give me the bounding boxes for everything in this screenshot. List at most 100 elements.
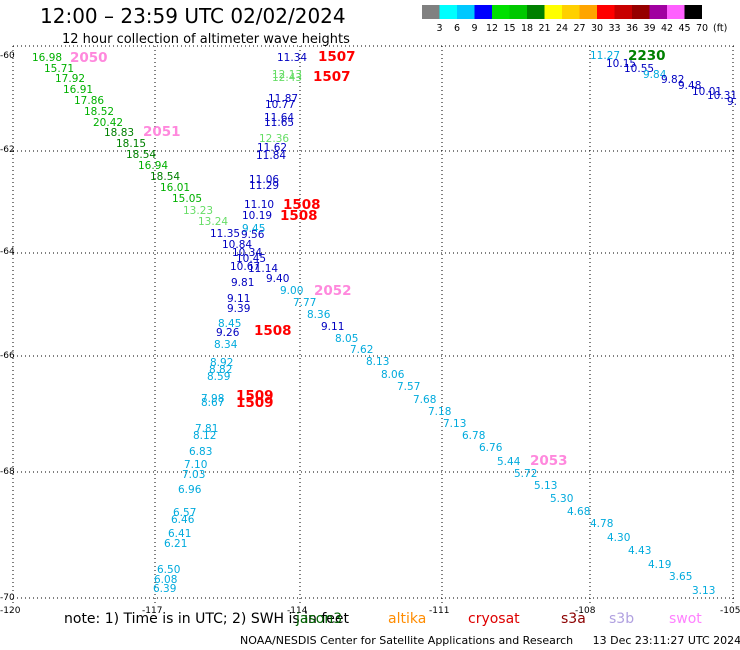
swh-value: 12.36 xyxy=(259,133,289,145)
map-subtitle: 12 hour collection of altimeter wave hei… xyxy=(62,32,350,47)
legend-swatch xyxy=(632,5,650,19)
swh-value: 7.13 xyxy=(443,418,466,430)
note-text: note: 1) Time is in UTC; 2) SWH is in fe… xyxy=(64,611,350,627)
swh-value: 6.96 xyxy=(178,484,202,496)
legend-swatch xyxy=(562,5,580,19)
swh-value: 9.00 xyxy=(280,285,303,297)
swh-value: 6.08 xyxy=(154,574,177,586)
lat-label: -62 xyxy=(0,145,15,155)
swh-value: 9.11 xyxy=(227,293,250,305)
credit-line: NOAA/NESDIS Center for Satellite Applica… xyxy=(240,634,740,647)
pass-time-label: 2050 xyxy=(70,50,108,66)
swh-value: 9. xyxy=(727,96,737,108)
swh-value: 5.44 xyxy=(497,456,521,468)
legend-swatch xyxy=(527,5,545,19)
swh-value: 18.54 xyxy=(126,149,156,161)
legend-swatch xyxy=(544,5,562,19)
swh-value: 17.92 xyxy=(55,73,85,85)
swh-value: 9.56 xyxy=(241,229,265,241)
satellite-altika: altika xyxy=(388,611,427,627)
swh-value: 15.05 xyxy=(172,193,202,205)
swh-value: 5.13 xyxy=(534,480,557,492)
swh-value: 8.12 xyxy=(193,430,216,442)
legend-swatch xyxy=(439,5,457,19)
swh-value: 4.78 xyxy=(590,518,613,530)
swh-value: 6.76 xyxy=(479,442,503,454)
legend-label: 3 xyxy=(436,23,442,34)
swh-value: 8.82 xyxy=(209,364,232,376)
swh-value: 17.86 xyxy=(74,95,104,107)
legend-swatch xyxy=(509,5,527,19)
pass-time-label: 1509 xyxy=(236,388,274,404)
legend-swatch xyxy=(579,5,597,19)
legend-swatch xyxy=(492,5,510,19)
swh-value: 18.15 xyxy=(116,138,146,150)
pass-time-label: 1507 xyxy=(313,69,351,85)
swh-value: 9.82 xyxy=(661,74,684,86)
legend-label: 12 xyxy=(486,23,498,34)
legend-label: 24 xyxy=(556,23,568,34)
legend-label: 21 xyxy=(538,23,550,34)
swh-value: 11.14 xyxy=(248,263,278,275)
legend-label: 27 xyxy=(573,23,585,34)
lat-label: -70 xyxy=(0,593,15,603)
swh-value: 8.06 xyxy=(381,369,405,381)
legend-label: 42 xyxy=(661,23,673,34)
swh-value: 7.98 xyxy=(201,393,224,405)
swh-value: 11.29 xyxy=(249,180,279,192)
pass-time-label: 1508 xyxy=(283,197,321,213)
swh-value: 7.68 xyxy=(413,394,436,406)
legend-swatch xyxy=(457,5,475,19)
lat-label: -66 xyxy=(0,351,15,361)
lon-label: -105 xyxy=(720,606,740,616)
swh-value: 6.41 xyxy=(168,528,191,540)
swh-value: 9.26 xyxy=(216,327,240,339)
swh-value: 8.67 xyxy=(201,397,224,409)
lon-label: -120 xyxy=(0,606,21,616)
swh-value: 18.54 xyxy=(150,171,180,183)
swh-value: 12.43 xyxy=(272,72,302,84)
swh-value: 11.64 xyxy=(264,112,294,124)
lon-label: -111 xyxy=(429,606,449,616)
pass-time-label: 1508 xyxy=(254,323,292,339)
pass-time-label: 1508 xyxy=(280,208,318,224)
legend-swatch xyxy=(684,5,702,19)
swh-value: 16.98 xyxy=(32,52,62,64)
legend-label: 15 xyxy=(503,23,515,34)
swh-value: 6.83 xyxy=(189,446,212,458)
swh-value: 9.45 xyxy=(242,223,265,235)
swh-value: 9.39 xyxy=(227,303,250,315)
swh-value: 8.05 xyxy=(335,333,358,345)
swh-value: 3.65 xyxy=(669,571,692,583)
swh-value: 16.94 xyxy=(138,160,168,172)
swh-value: 8.92 xyxy=(210,357,233,369)
satellite-swot: swot xyxy=(669,611,702,627)
satellite-s3b: s3b xyxy=(609,611,635,627)
swh-value: 10.31 xyxy=(707,90,737,102)
swh-value: 7.18 xyxy=(428,406,451,418)
swh-value: 9.84 xyxy=(643,69,667,81)
swh-value: 10.19 xyxy=(242,210,272,222)
swh-value: 7.81 xyxy=(195,423,218,435)
swh-value: 10.34 xyxy=(232,247,262,259)
note-row: note: 1) Time is in UTC; 2) SWH is in fe… xyxy=(64,611,349,627)
swh-value: 8.13 xyxy=(366,356,389,368)
pass-time-label: 2053 xyxy=(530,453,568,469)
lat-lon-grid xyxy=(12,45,735,603)
pass-time-label: 2052 xyxy=(314,283,352,299)
pass-time-label: 1509 xyxy=(236,395,274,411)
lat-label: -68 xyxy=(0,467,15,477)
lat-label: -64 xyxy=(0,247,15,257)
swh-value: 4.43 xyxy=(628,545,651,557)
lon-label: -108 xyxy=(575,606,596,616)
swh-value: 6.50 xyxy=(157,564,180,576)
time-labels: 1507150715081508150815091509205020512052… xyxy=(70,48,666,469)
legend-label: 18 xyxy=(521,23,533,34)
swh-value: 5.72 xyxy=(514,468,537,480)
swh-value: 13.24 xyxy=(198,216,228,228)
pass-time-label: 2051 xyxy=(143,124,181,140)
swh-value: 6.39 xyxy=(153,583,176,595)
axis-labels: -60 -62 -64 -66 -68 -70 -120 -117 -114 -111 -108 -1… xyxy=(0,51,740,616)
swh-value: 10.77 xyxy=(265,99,295,111)
legend-label: 70 xyxy=(696,23,708,34)
